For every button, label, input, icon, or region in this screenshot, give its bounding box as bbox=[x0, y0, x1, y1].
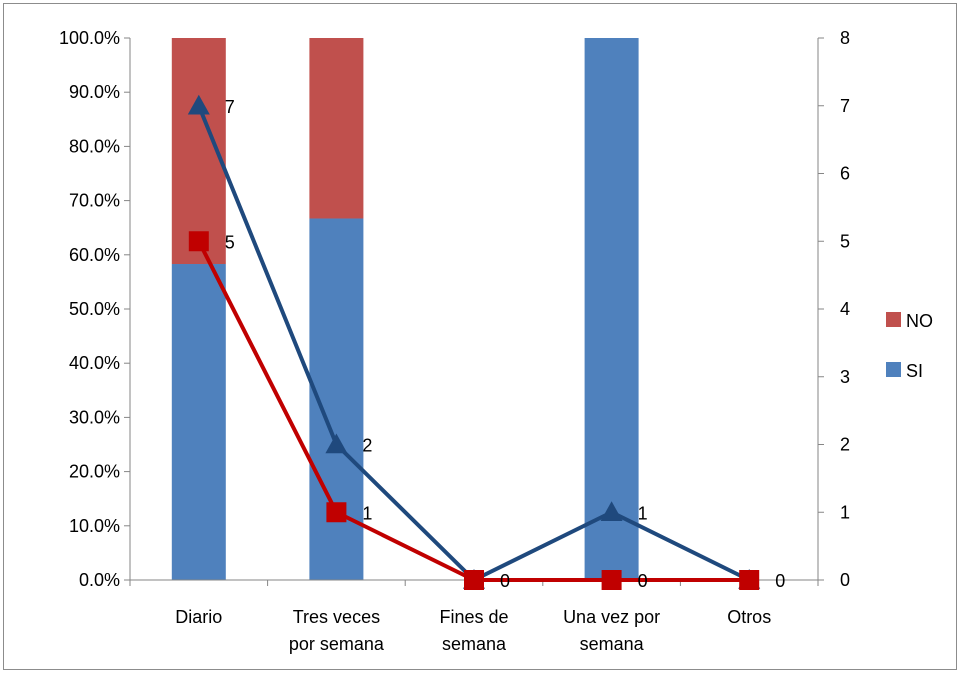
right-tick-label-6: 6 bbox=[840, 164, 850, 184]
data-label-0-1: 2 bbox=[362, 436, 372, 456]
data-label-0-3: 1 bbox=[638, 503, 648, 523]
x-category-label-2-0: Fines de bbox=[439, 607, 508, 627]
x-category-label-3-1: semana bbox=[580, 634, 645, 654]
labels-layer: 7 2 1 5 1 0 0 0 bbox=[225, 97, 785, 591]
right-tick-label-8: 8 bbox=[840, 28, 850, 48]
right-tick-label-3: 3 bbox=[840, 367, 850, 387]
bar-no-1 bbox=[309, 38, 364, 219]
legend-swatch-si bbox=[886, 362, 901, 377]
left-tick-label-5: 50.0% bbox=[69, 299, 120, 319]
x-category-label-3-0: Una vez por bbox=[563, 607, 660, 627]
right-tick-label-5: 5 bbox=[840, 231, 850, 251]
legend-swatch-no bbox=[886, 312, 901, 327]
chart-border bbox=[3, 3, 957, 670]
left-tick-label-1: 10.0% bbox=[69, 516, 120, 536]
line-1-marker-4 bbox=[739, 570, 760, 590]
data-label-1-4: 0 bbox=[775, 571, 785, 591]
left-tick-label-8: 80.0% bbox=[69, 136, 120, 156]
line-0-marker-1 bbox=[325, 433, 348, 454]
line-1-marker-0 bbox=[188, 231, 209, 252]
x-category-label-1-1: por semana bbox=[289, 634, 385, 654]
data-label-1-2: 0 bbox=[500, 571, 510, 591]
data-label-1-1: 1 bbox=[362, 503, 372, 523]
bar-si-3 bbox=[584, 38, 639, 580]
bar-si-0 bbox=[171, 264, 226, 580]
left-tick-label-2: 20.0% bbox=[69, 462, 120, 482]
right-tick-label-0: 0 bbox=[840, 570, 850, 590]
left-tick-label-3: 30.0% bbox=[69, 407, 120, 427]
x-category-label-2-1: semana bbox=[442, 634, 507, 654]
legend-label-no: NO bbox=[906, 311, 933, 331]
line-0-marker-0 bbox=[187, 94, 210, 115]
legend: NO SI bbox=[886, 311, 933, 381]
right-tick-label-7: 7 bbox=[840, 96, 850, 116]
left-tick-label-9: 90.0% bbox=[69, 82, 120, 102]
data-label-1-3: 0 bbox=[638, 571, 648, 591]
left-tick-label-10: 100.0% bbox=[59, 28, 120, 48]
line-1-marker-2 bbox=[464, 570, 484, 590]
line-0-marker-3 bbox=[600, 501, 623, 522]
right-tick-label-1: 1 bbox=[840, 502, 850, 522]
data-label-0-0: 7 bbox=[225, 97, 235, 117]
left-tick-label-7: 70.0% bbox=[69, 191, 120, 211]
line-1-marker-1 bbox=[326, 502, 347, 523]
legend-label-si: SI bbox=[906, 361, 923, 381]
right-tick-label-2: 2 bbox=[840, 435, 850, 455]
left-tick-label-0: 0.0% bbox=[79, 570, 120, 590]
data-label-1-0: 5 bbox=[225, 232, 235, 252]
x-category-label-1-0: Tres veces bbox=[293, 607, 380, 627]
left-tick-label-6: 60.0% bbox=[69, 245, 120, 265]
line-1-marker-3 bbox=[601, 570, 622, 590]
x-category-label-0-0: Diario bbox=[175, 607, 222, 627]
right-tick-label-4: 4 bbox=[840, 299, 850, 319]
lines-layer bbox=[187, 94, 761, 590]
x-category-label-4-0: Otros bbox=[727, 607, 771, 627]
left-tick-label-4: 40.0% bbox=[69, 353, 120, 373]
